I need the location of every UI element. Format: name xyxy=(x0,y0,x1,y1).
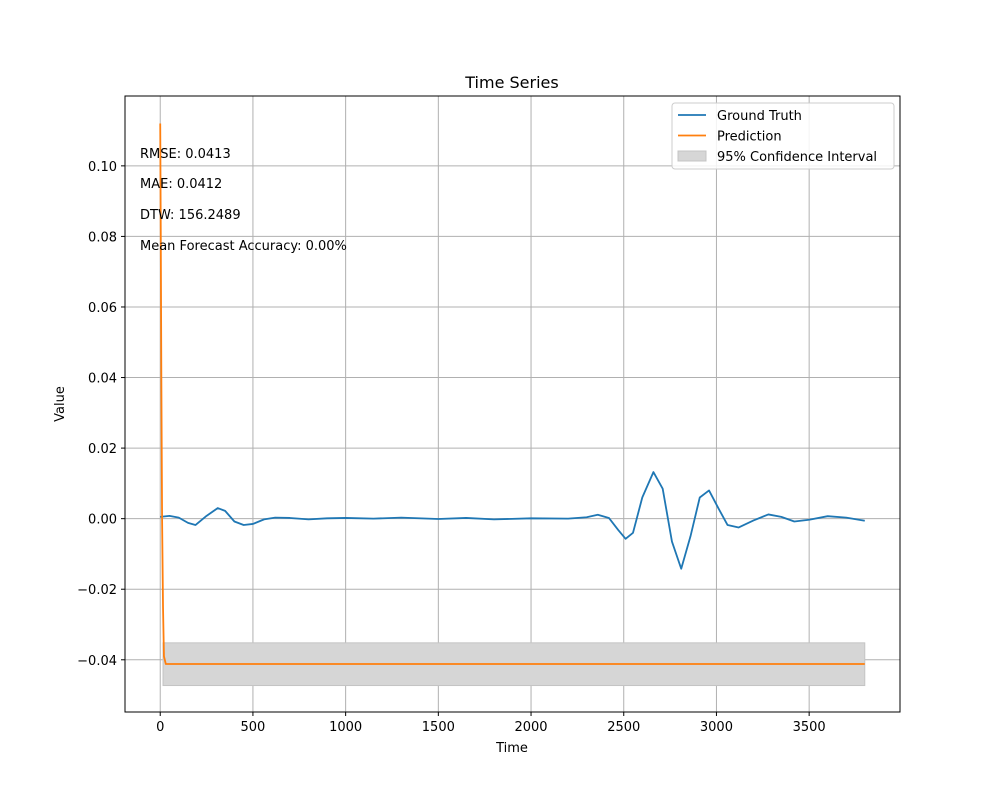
x-tick-label: 2000 xyxy=(514,720,547,735)
legend-box xyxy=(671,102,895,170)
metrics-annotations: RMSE: 0.0413 MAE: 0.0412 DTW: 156.2489 Mean… xyxy=(140,147,347,254)
y-tick-label: 0.06 xyxy=(88,301,117,316)
y-axis-ticks: −0.04 −0.02 0.00 0.02 0.04 0.06 0.08 0.10 xyxy=(77,160,125,669)
y-tick-label: 0.02 xyxy=(88,442,117,457)
x-tick-label: 1000 xyxy=(329,720,362,735)
x-axis-ticks: 0 500 1000 1500 2000 2500 3000 3500 xyxy=(156,712,826,735)
legend-label: Ground Truth xyxy=(717,109,802,124)
y-tick-label: 0.10 xyxy=(88,160,117,175)
y-tick-label: 0.08 xyxy=(88,230,117,245)
x-axis-label: Time xyxy=(495,741,528,756)
metric-annotation: RMSE: 0.0413 xyxy=(140,147,231,162)
legend-swatch xyxy=(677,150,707,162)
legend-label: Prediction xyxy=(717,130,782,145)
x-tick-label: 3000 xyxy=(700,720,733,735)
x-tick-label: 0 xyxy=(156,720,164,735)
y-tick-label: −0.04 xyxy=(77,654,117,669)
y-tick-label: 0.04 xyxy=(88,372,117,387)
y-axis-label: Value xyxy=(53,386,68,422)
metric-annotation: Mean Forecast Accuracy: 0.00% xyxy=(140,239,347,254)
ground-truth-line xyxy=(160,471,865,570)
x-tick-label: 2500 xyxy=(607,720,640,735)
metric-annotation: DTW: 156.2489 xyxy=(140,208,241,223)
legend-label: 95% Confidence Interval xyxy=(717,150,877,165)
legend: Ground Truth Prediction 95% Confidence Int… xyxy=(671,102,895,170)
x-tick-label: 1500 xyxy=(422,720,455,735)
metric-annotation: MAE: 0.0412 xyxy=(140,177,222,192)
x-tick-label: 500 xyxy=(241,720,266,735)
prediction-line xyxy=(159,123,865,665)
x-tick-label: 3500 xyxy=(793,720,826,735)
y-tick-label: −0.02 xyxy=(77,583,117,598)
series-lines xyxy=(159,123,865,665)
plot-frame xyxy=(124,95,901,713)
y-tick-label: 0.00 xyxy=(88,513,117,528)
chart-title: Time Series xyxy=(464,73,558,92)
